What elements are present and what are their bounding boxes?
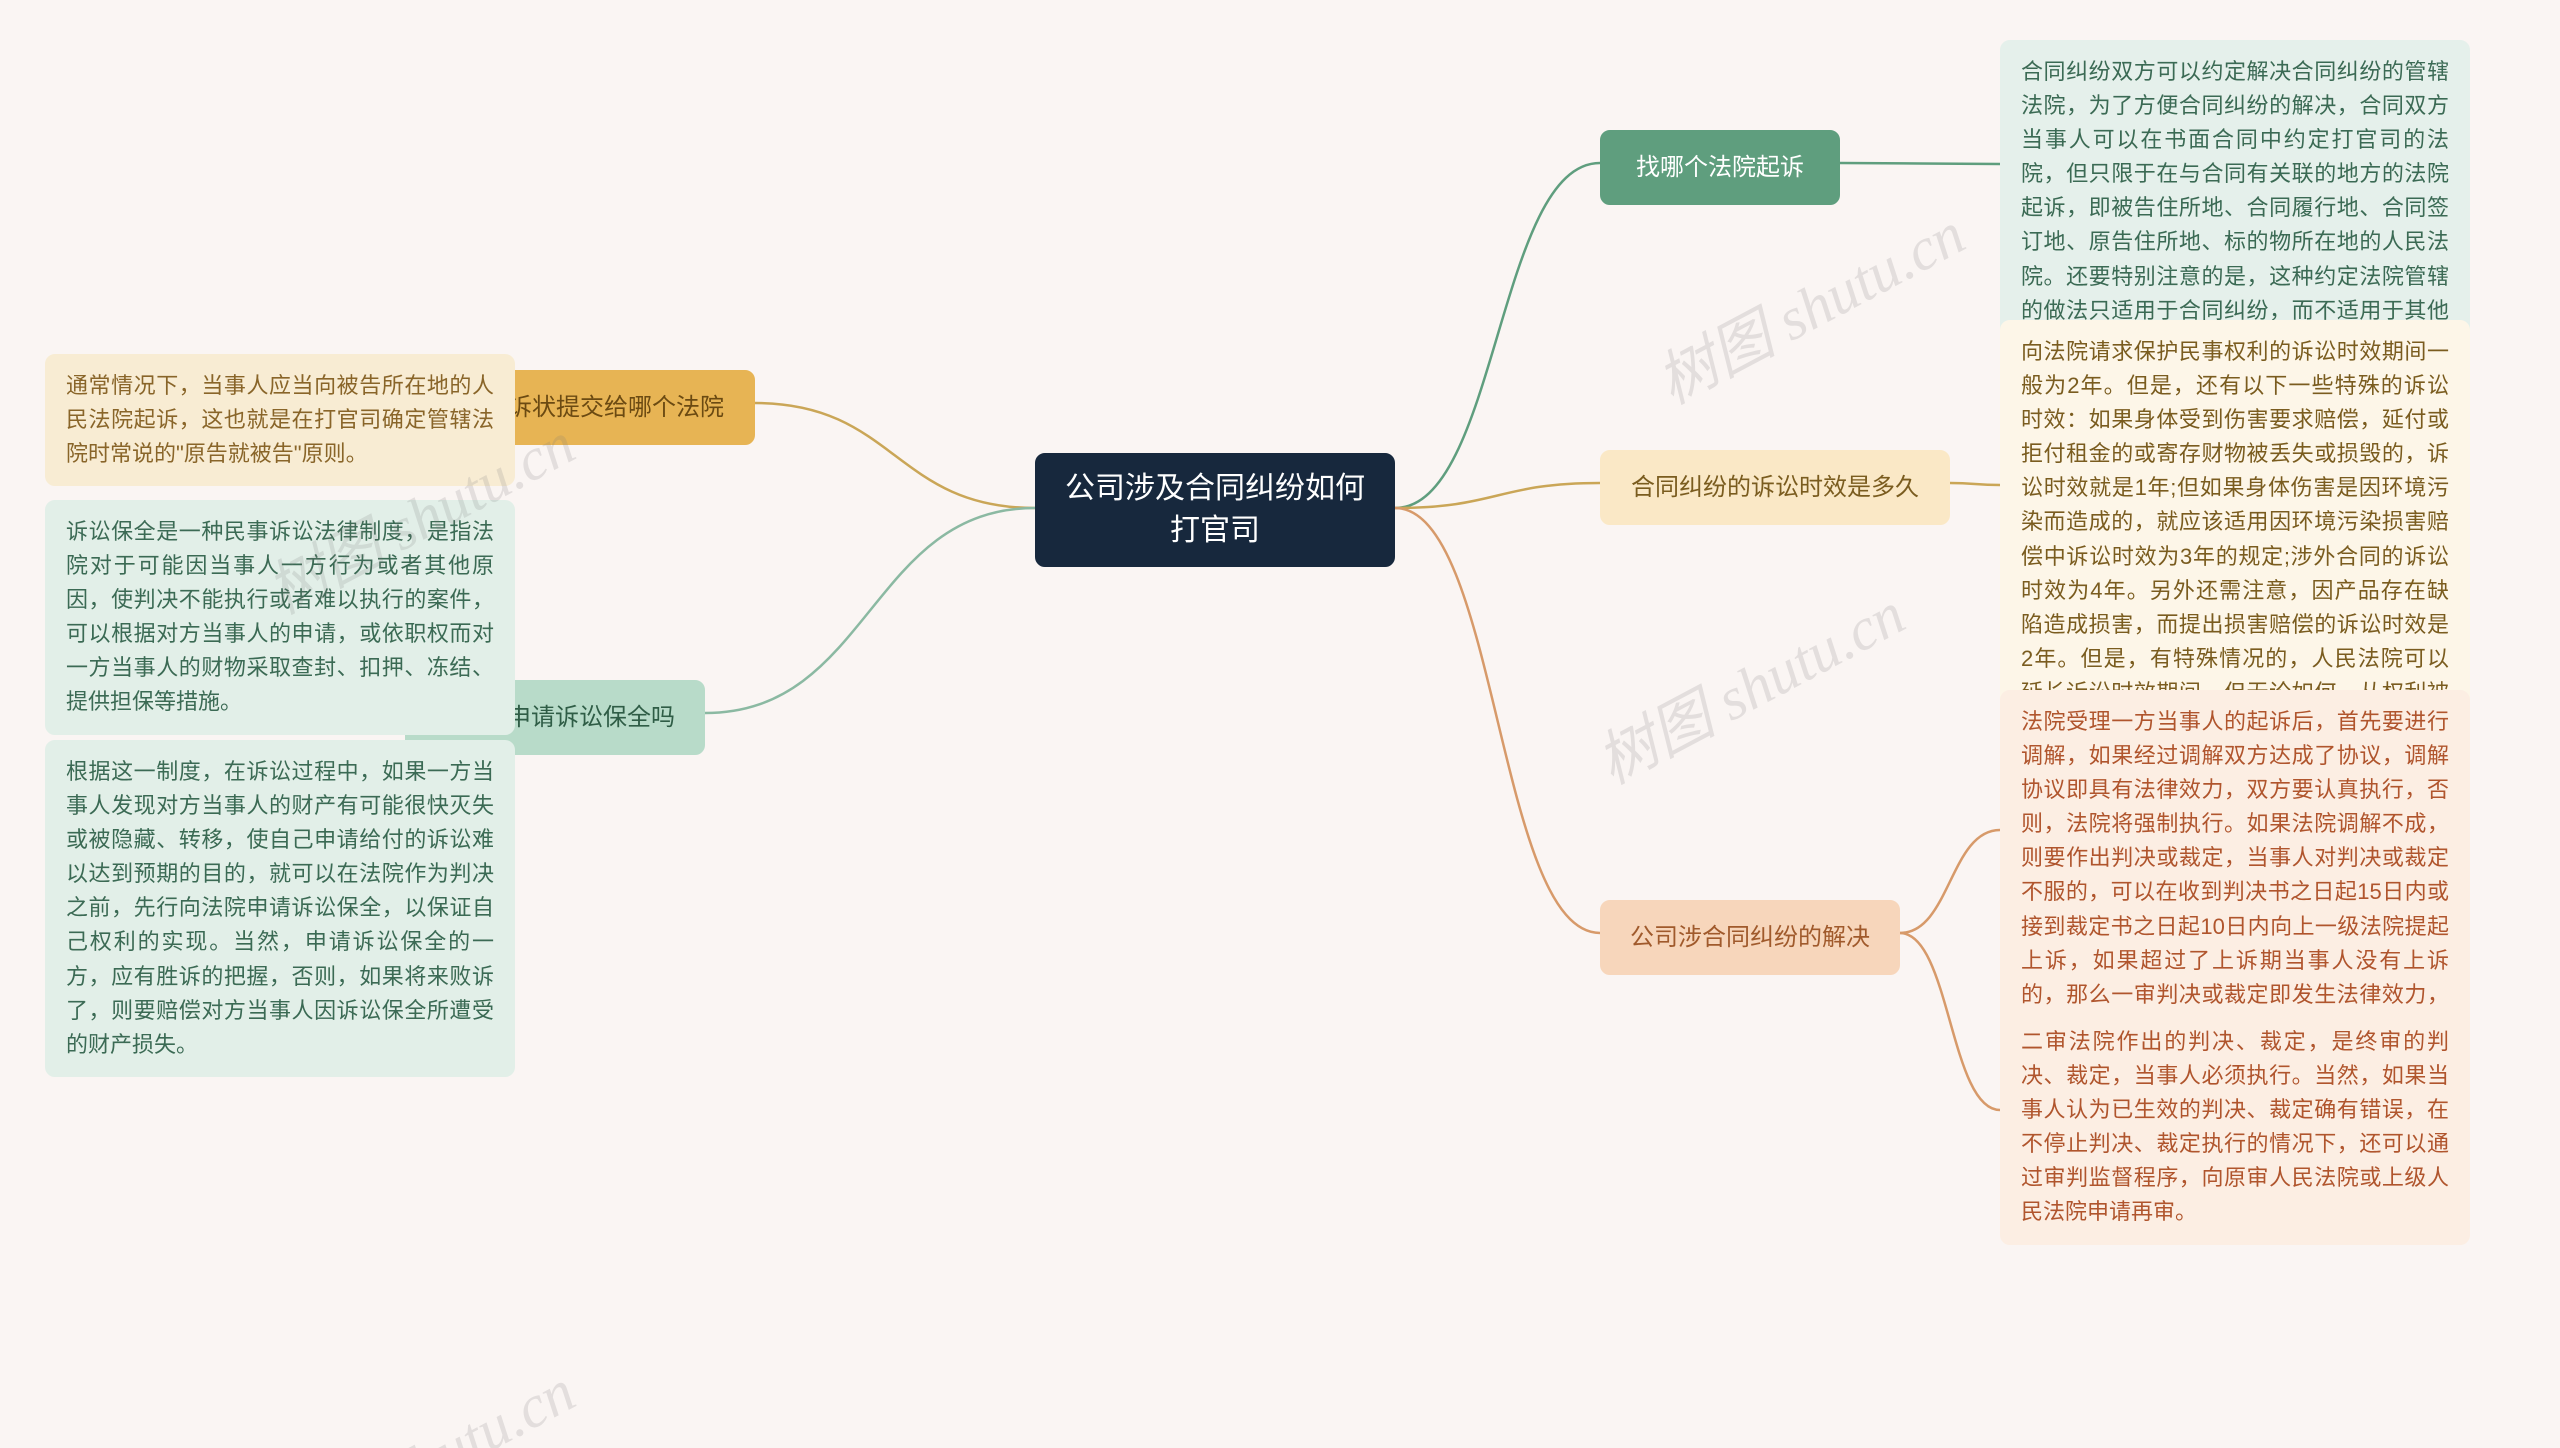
leaf-b5-0[interactable]: 诉讼保全是一种民事诉讼法律制度，是指法院对于可能因当事人一方行为或者其他原因，使… (45, 500, 515, 735)
leaf-b5-0-label: 诉讼保全是一种民事诉讼法律制度，是指法院对于可能因当事人一方行为或者其他原因，使… (66, 519, 494, 714)
branch-b1-label: 找哪个法院起诉 (1636, 149, 1804, 186)
leaf-b5-1-label: 根据这一制度，在诉讼过程中，如果一方当事人发现对方当事人的财产有可能很快灭失或被… (66, 759, 494, 1057)
leaf-b5-1[interactable]: 根据这一制度，在诉讼过程中，如果一方当事人发现对方当事人的财产有可能很快灭失或被… (45, 740, 515, 1077)
root-node-label: 公司涉及合同纠纷如何打官司 (1056, 468, 1374, 552)
root-node[interactable]: 公司涉及合同纠纷如何打官司 (1035, 453, 1395, 567)
branch-b3-label: 公司涉合同纠纷的解决 (1630, 919, 1870, 956)
mindmap-canvas: 树图 shutu.cn树图 shutu.cn树图 shutu.cnshutu.c… (0, 0, 2560, 1448)
leaf-b4-0-label: 通常情况下，当事人应当向被告所在地的人民法院起诉，这也就是在打官司确定管辖法院时… (66, 373, 494, 466)
leaf-b1-0-label: 合同纠纷双方可以约定解决合同纠纷的管辖法院，为了方便合同纠纷的解决，合同双方当事… (2021, 59, 2449, 357)
leaf-b3-1-label: 二审法院作出的判决、裁定，是终审的判决、裁定，当事人必须执行。当然，如果当事人认… (2021, 1029, 2449, 1224)
leaf-b3-1[interactable]: 二审法院作出的判决、裁定，是终审的判决、裁定，当事人必须执行。当然，如果当事人认… (2000, 1010, 2470, 1245)
branch-b3[interactable]: 公司涉合同纠纷的解决 (1600, 900, 1900, 975)
branch-b2[interactable]: 合同纠纷的诉讼时效是多久 (1600, 450, 1950, 525)
leaf-b3-0-label: 法院受理一方当事人的起诉后，首先要进行调解，如果经过调解双方达成了协议，调解协议… (2021, 709, 2449, 1041)
leaf-b4-0[interactable]: 通常情况下，当事人应当向被告所在地的人民法院起诉，这也就是在打官司确定管辖法院时… (45, 354, 515, 486)
branch-b2-label: 合同纠纷的诉讼时效是多久 (1631, 469, 1919, 506)
leaf-b3-0[interactable]: 法院受理一方当事人的起诉后，首先要进行调解，如果经过调解双方达成了协议，调解协议… (2000, 690, 2470, 1061)
branch-b1[interactable]: 找哪个法院起诉 (1600, 130, 1840, 205)
